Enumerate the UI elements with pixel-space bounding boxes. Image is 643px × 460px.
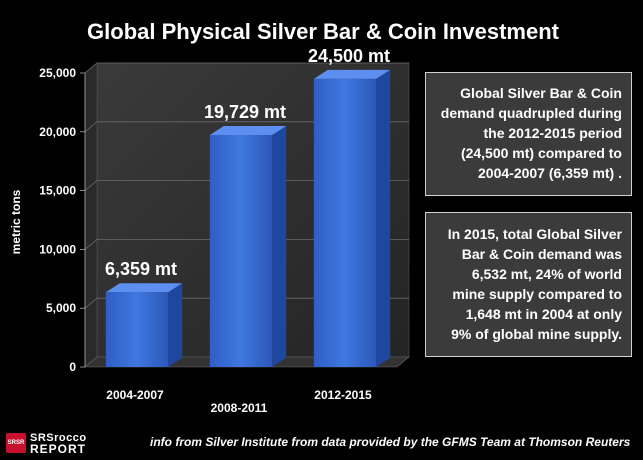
bars xyxy=(105,69,391,367)
bar-side-2004-2007 xyxy=(168,283,183,367)
annotation-line: 2004-2007 (6,359 mt) . xyxy=(478,165,622,181)
data-label-2012-2015: 24,500 mt xyxy=(308,46,390,66)
annotation-line: 6,532 mt, 24% of world xyxy=(471,266,622,282)
bar-top-2012-2015 xyxy=(313,69,391,79)
bar-side-2008-2011 xyxy=(272,125,287,367)
chart-title: Global Physical Silver Bar & Coin Invest… xyxy=(87,19,560,44)
bar-2004-2007 xyxy=(105,292,169,367)
annotation-line: Bar & Coin demand was xyxy=(461,246,622,262)
annotation-line: Global Silver Bar & Coin xyxy=(460,85,622,101)
x-tick-label-2008-2011: 2008-2011 xyxy=(211,401,268,415)
bar-2012-2015 xyxy=(313,78,377,367)
bar-side-2012-2015 xyxy=(376,69,391,367)
source-note: info from Silver Institute from data pro… xyxy=(150,435,631,449)
y-gridline-side xyxy=(84,180,98,191)
y-tick-label: 5,000 xyxy=(46,301,76,315)
logo-badge-icon: SRSR xyxy=(6,433,26,453)
y-gridline-side xyxy=(84,62,98,74)
srsrocco-report-logo: SRSR SRSrocco REPORT xyxy=(6,432,138,456)
bar-top-2004-2007 xyxy=(105,283,183,293)
y-tick-label: 0 xyxy=(69,360,76,374)
bar-2008-2011 xyxy=(209,134,273,367)
y-tick-label: 20,000 xyxy=(39,125,76,139)
annotation-line: (24,500 mt) compared to xyxy=(460,145,622,161)
logo-word-bottom: REPORT xyxy=(30,442,87,456)
data-label-2004-2007: 6,359 mt xyxy=(105,259,177,279)
chart-side-wall xyxy=(84,62,98,368)
data-label-2008-2011: 19,729 mt xyxy=(204,102,286,122)
y-gridline-side xyxy=(84,239,98,250)
annotation-box-quadrupled: Global Silver Bar & Coin demand quadrupl… xyxy=(425,72,632,196)
annotation-box-2015-demand: In 2015, total Global Silver Bar & Coin … xyxy=(425,212,632,357)
annotation-line: 1,648 mt in 2004 at only xyxy=(465,306,622,322)
annotation-line: the 2012-2015 period xyxy=(483,125,622,141)
x-tick-label-2012-2015: 2012-2015 xyxy=(314,388,372,402)
annotation-line: 9% of global mine supply. xyxy=(451,326,622,342)
y-axis-label: metric tons xyxy=(9,189,23,254)
x-tick-label-2004-2007: 2004-2007 xyxy=(106,388,164,402)
y-gridline-side xyxy=(84,297,98,309)
y-tick-label: 25,000 xyxy=(39,66,76,80)
logo-word-top: SRSrocco xyxy=(30,432,87,444)
annotation-line: demand quadrupled during xyxy=(440,105,622,121)
y-tick-label: 10,000 xyxy=(39,242,76,256)
bar-top-2008-2011 xyxy=(209,125,287,135)
labels: 0 5,000 10,000 15,000 20,000 25,000 6,359 mt 20… xyxy=(39,46,390,415)
annotation-line: In 2015, total Global Silver xyxy=(447,226,622,242)
y-tick-label: 15,000 xyxy=(39,184,76,198)
y-gridline-side xyxy=(84,121,98,133)
annotation-line: mine supply compared to xyxy=(452,286,622,302)
